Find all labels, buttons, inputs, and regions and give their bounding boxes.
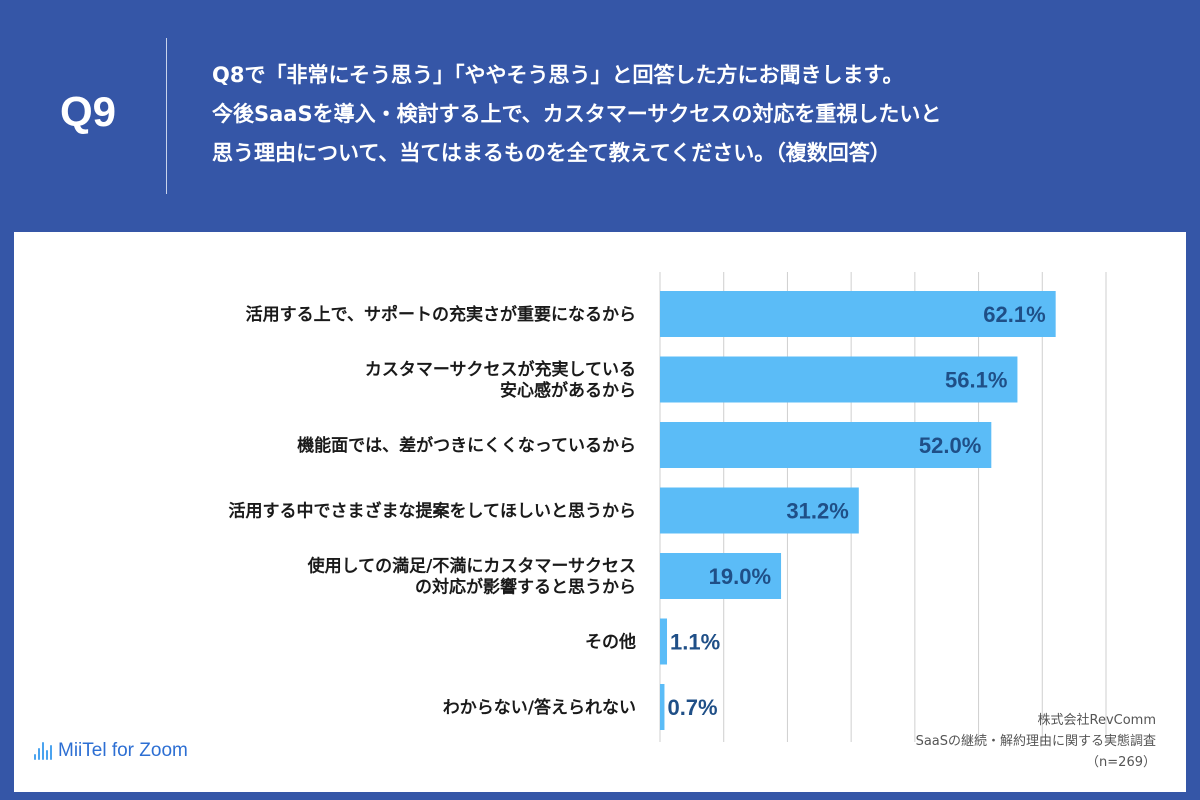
bar-3 xyxy=(660,422,992,468)
question-line-2: 今後SaaSを導入・検討する上で、カスタマーサクセスの対応を重視したいと xyxy=(212,102,942,126)
category-label: 使用しての満足/不満にカスタマーサクセス xyxy=(307,556,636,577)
value-label: 56.1% xyxy=(945,368,1007,393)
category-label: 安心感があるから xyxy=(500,380,636,401)
logo-text: MiiTel for Zoom xyxy=(58,740,188,761)
miitel-logo: MiiTel for Zoom xyxy=(34,740,188,762)
sound-wave-icon xyxy=(34,742,52,760)
question-number: Q9 xyxy=(60,88,117,135)
question-line-1: Q8で「非常にそう思う」「ややそう思う」と回答した方にお聞きします。 xyxy=(212,63,904,87)
category-label: 活用する上で、サポートの充実さが重要になるから xyxy=(246,304,636,325)
bar-6 xyxy=(660,618,668,665)
value-label: 62.1% xyxy=(983,302,1045,327)
category-label: わからない/答えられない xyxy=(443,697,636,718)
category-label: 機能面では、差がつきにくくなっているから xyxy=(297,435,636,456)
category-label: 活用する中でさまざまな提案をしてほしいと思うから xyxy=(229,501,637,522)
value-label: 52.0% xyxy=(919,433,981,458)
source-company: 株式会社RevComm xyxy=(1037,713,1157,728)
category-label: その他 xyxy=(585,632,636,653)
source-note: 株式会社RevComm SaaSの継続・解約理由に関する実態調査 （n=269） xyxy=(916,710,1156,773)
value-label: 31.2% xyxy=(786,499,848,524)
bar-7 xyxy=(660,684,665,730)
category-label: カスタマーサクセスが充実している xyxy=(365,359,636,380)
question-line-3: 思う理由について、当てはまるものを全て教えてください。（複数回答） xyxy=(212,141,891,165)
bar-4 xyxy=(660,487,859,534)
bar-chart: 活用する上で、サポートの充実さが重要になるから 62.1% カスタマーサクセスが充実… xyxy=(229,272,1107,742)
value-label: 19.0% xyxy=(709,564,771,589)
value-label: 0.7% xyxy=(667,695,717,720)
source-survey: SaaSの継続・解約理由に関する実態調査 xyxy=(915,734,1156,749)
source-sample: （n=269） xyxy=(1086,755,1156,770)
category-label: の対応が影響すると思うから xyxy=(415,577,636,598)
bar-1 xyxy=(660,291,1056,337)
value-label: 1.1% xyxy=(670,630,720,655)
bar-5 xyxy=(660,553,782,599)
chart-panel: 活用する上で、サポートの充実さが重要になるから 62.1% カスタマーサクセスが充実… xyxy=(14,232,1186,792)
bar-2 xyxy=(660,356,1018,403)
question-text: Q8で「非常にそう思う」「ややそう思う」と回答した方にお聞きします。 今後Saa… xyxy=(212,56,1172,173)
header-divider xyxy=(166,38,167,194)
